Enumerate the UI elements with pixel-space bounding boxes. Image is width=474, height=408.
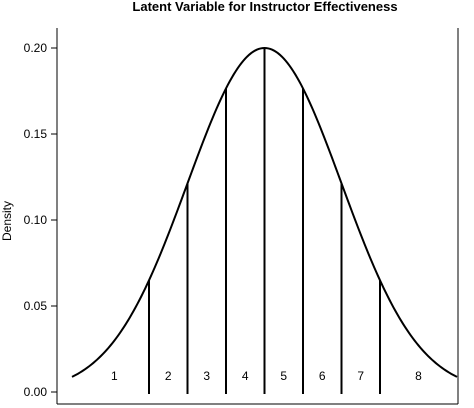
region-label: 3 <box>203 369 210 383</box>
y-tick-label: 0.20 <box>24 41 48 55</box>
axes: 0.00 0.05 0.10 0.15 0.20 <box>24 28 459 405</box>
y-axis-label: Density <box>0 201 14 241</box>
region-label: 5 <box>280 369 287 383</box>
region-label: 6 <box>319 369 326 383</box>
chart-title: Latent Variable for Instructor Effective… <box>132 0 397 14</box>
region-label: 1 <box>111 369 118 383</box>
region-label: 7 <box>357 369 364 383</box>
y-tick-label: 0.05 <box>24 299 48 313</box>
region-label: 8 <box>415 369 422 383</box>
region-labels: 1 2 3 4 5 6 7 8 <box>111 369 422 383</box>
y-tick-label: 0.00 <box>24 385 48 399</box>
region-label: 4 <box>242 369 249 383</box>
region-label: 2 <box>165 369 172 383</box>
chart-marks <box>71 46 458 394</box>
y-tick-label: 0.10 <box>24 213 48 227</box>
y-tick-label: 0.15 <box>24 127 48 141</box>
